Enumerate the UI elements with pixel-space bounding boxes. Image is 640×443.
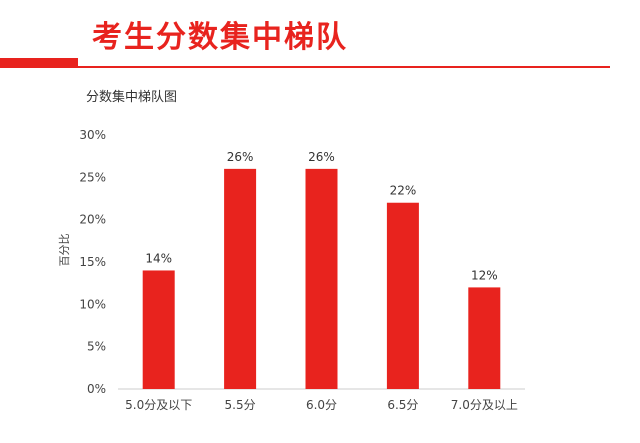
x-tick-label: 7.0分及以上 [451,398,518,412]
x-tick-label: 6.0分 [306,398,337,412]
bar [305,168,338,389]
title-underline [78,66,610,68]
x-tick-label: 5.0分及以下 [125,398,192,412]
bar [468,287,501,389]
title-accent-bar [0,58,78,68]
data-label: 14% [145,251,172,265]
y-tick-label: 0% [87,382,106,396]
y-tick-label: 25% [79,170,106,184]
y-tick-label: 15% [79,255,106,269]
data-label: 26% [227,150,254,164]
data-label: 12% [471,268,498,282]
bar [386,202,419,389]
bar [142,270,175,389]
data-label: 22% [390,184,417,198]
y-tick-label: 10% [79,297,106,311]
x-tick-label: 5.5分 [225,398,256,412]
header: 考生分数集中梯队 [0,0,640,70]
chart-title: 分数集中梯队图 [86,90,178,105]
bar [224,168,257,389]
page-title: 考生分数集中梯队 [92,20,348,55]
data-label: 26% [308,150,335,164]
y-tick-label: 20% [79,213,106,227]
y-tick-label: 5% [87,340,106,354]
y-tick-label: 30% [79,128,106,142]
y-axis-label: 百分比 [58,234,71,267]
x-tick-label: 6.5分 [387,398,418,412]
